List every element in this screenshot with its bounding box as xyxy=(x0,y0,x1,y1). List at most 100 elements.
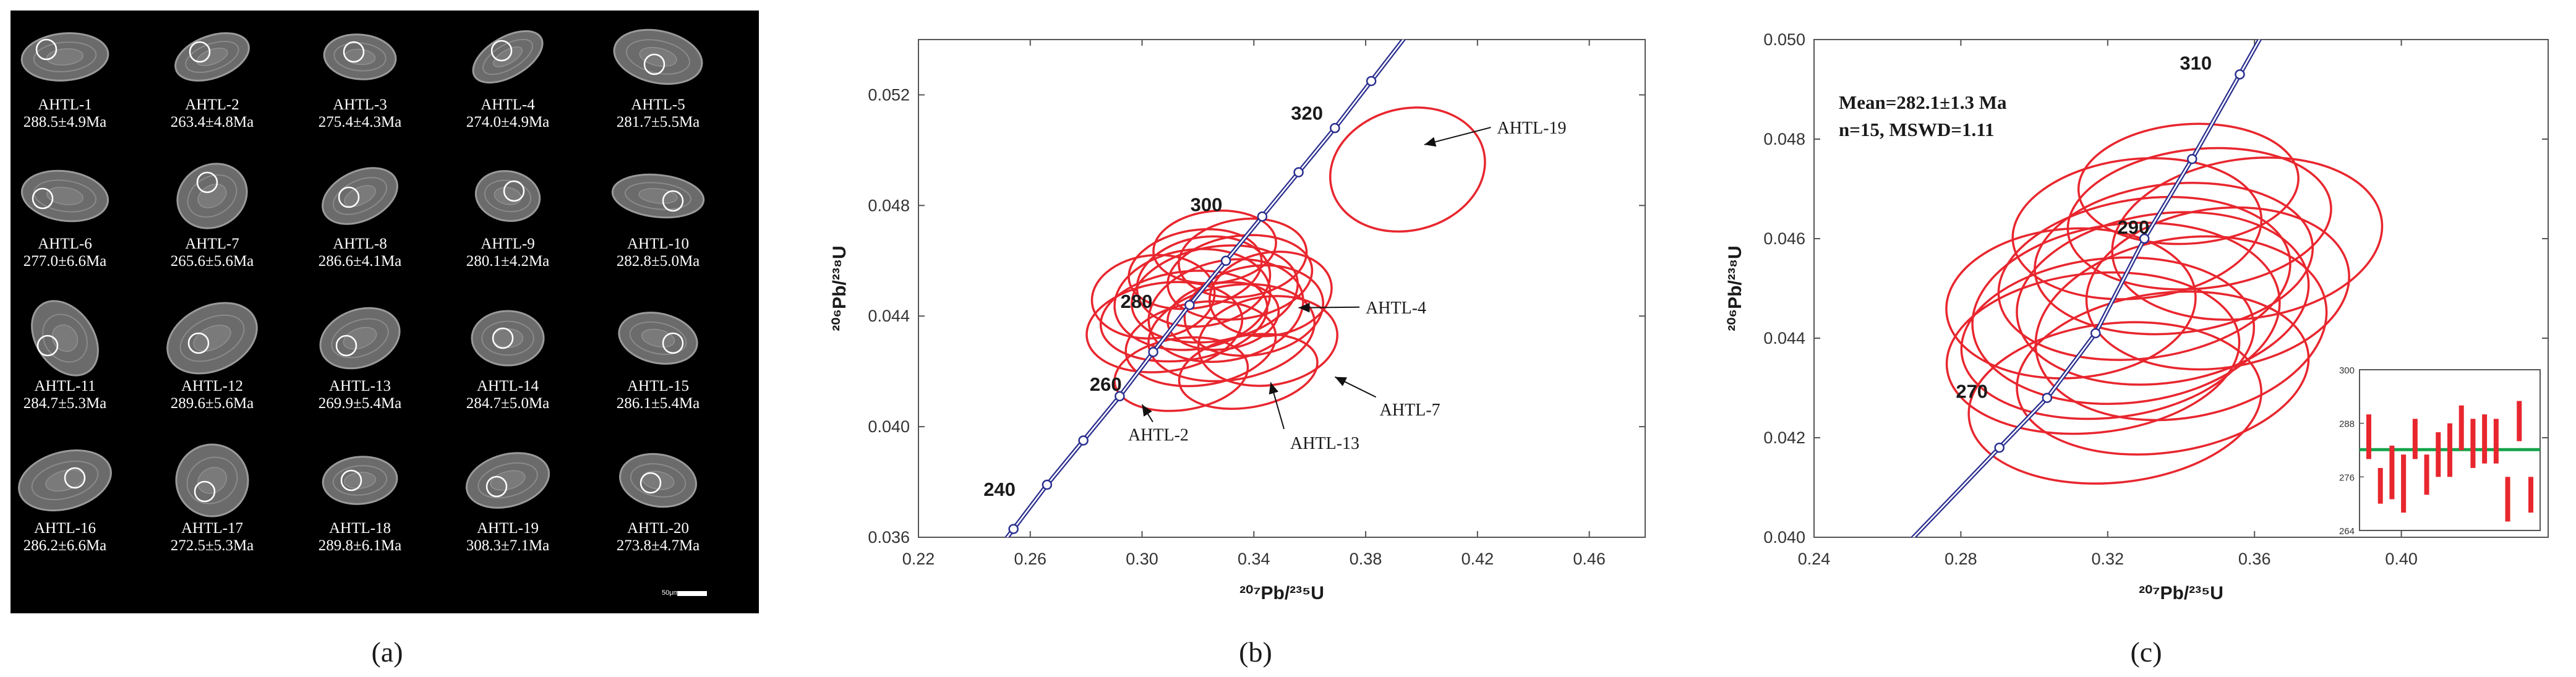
grain-age-label: 308.3±7.1Ma xyxy=(466,537,550,554)
concordia-age-marker xyxy=(1148,347,1158,357)
grain-age-label: 284.7±5.3Ma xyxy=(24,395,107,412)
x-axis-label: ²⁰⁷Pb/²³⁵U xyxy=(2139,583,2223,603)
zircon-zoning xyxy=(33,179,97,213)
concordia-chart-c: 0.24 0.28 0.32 0.36 0.40 0.040 0.042 0.044 0.046… xyxy=(1725,30,2549,603)
grain-id-label: AHTL-1 xyxy=(38,96,92,113)
analysis-spot-circle xyxy=(662,332,684,354)
x-tick-label: 0.30 xyxy=(1126,550,1158,568)
zircon-zoning xyxy=(179,314,245,362)
grain-id-label: AHTL-10 xyxy=(627,236,689,252)
grain-age-label: 277.0±6.6Ma xyxy=(24,253,107,270)
scale-bar xyxy=(677,591,707,596)
analysis-spot-circle xyxy=(643,53,665,75)
grain-age-label: 272.5±5.3Ma xyxy=(171,537,254,554)
inset-error-bar xyxy=(2377,467,2383,504)
analysis-spot-circle xyxy=(343,41,365,63)
grain-age-label: 280.1±4.2Ma xyxy=(466,253,550,270)
weighted-mean-inset: 300 288 276 264 xyxy=(2339,365,2541,537)
inset-y-tick-label: 288 xyxy=(2339,419,2355,430)
zircon-zoning xyxy=(31,461,99,500)
grain-age-label: 282.8±5.0Ma xyxy=(617,253,700,270)
scale-bar-label: 50μm xyxy=(662,589,679,597)
y-axis-label: ²⁰⁶Pb/²³⁸U xyxy=(829,245,850,331)
concordia-age-marker xyxy=(1042,479,1053,490)
analysis-spot-circle xyxy=(662,190,684,212)
zircon-zoning xyxy=(187,174,237,218)
annotation-arrow xyxy=(1141,404,1153,422)
analysis-spot-circle xyxy=(490,40,513,62)
analysis-spot-circle xyxy=(36,334,59,357)
y-tick-label: 0.044 xyxy=(1763,329,1805,347)
x-tick-label: 0.46 xyxy=(1573,550,1606,568)
concordia-age-label: 300 xyxy=(1191,194,1223,215)
plot-area xyxy=(1910,40,2384,537)
error-ellipse xyxy=(1183,264,1325,357)
concordia-age-label: 320 xyxy=(1291,103,1323,124)
concordia-age-marker xyxy=(2235,69,2245,80)
grain-age-label: 281.7±5.5Ma xyxy=(617,114,700,130)
grain-id-label: AHTL-17 xyxy=(181,520,243,537)
grain-age-label: 286.2±6.6Ma xyxy=(24,537,107,554)
zircon-zoning xyxy=(42,313,88,363)
zircon-zoning xyxy=(333,42,387,72)
zircon-zoning xyxy=(624,182,692,210)
y-tick-label: 0.052 xyxy=(868,85,910,104)
concordia-age-label: 270 xyxy=(1956,381,1988,402)
y-axis-label: ²⁰⁶Pb/²³⁸U xyxy=(1725,245,1745,331)
error-ellipse xyxy=(1960,256,2256,420)
panel-c-label: (c) xyxy=(2130,636,2162,668)
zircon-zoning xyxy=(481,320,534,356)
analysis-spot-circle xyxy=(35,38,58,61)
grain-id-label: AHTL-13 xyxy=(329,378,391,394)
analysis-spot-circle xyxy=(503,180,525,202)
inset-error-bar xyxy=(2436,432,2441,477)
panel-a-label: (a) xyxy=(371,636,403,668)
zircon-zoning xyxy=(33,41,97,72)
x-tick-label: 0.22 xyxy=(902,550,935,568)
inset-error-bar xyxy=(2447,423,2452,477)
concordia-age-label: 240 xyxy=(983,479,1016,500)
error-ellipse xyxy=(1945,227,2197,380)
error-ellipse xyxy=(1971,221,2281,405)
y-tick-label: 0.048 xyxy=(868,196,910,215)
concordia-age-label: 260 xyxy=(1090,373,1122,395)
analysis-spot-circle xyxy=(189,41,211,63)
concordia-age-marker xyxy=(1115,391,1125,402)
inset-y-tick-label: 276 xyxy=(2339,472,2355,483)
analysis-spot-circle xyxy=(492,327,514,349)
annotation-label: AHTL-13 xyxy=(1290,434,1359,453)
inset-error-bar xyxy=(2505,477,2510,522)
annotation-label: AHTL-19 xyxy=(1497,119,1566,138)
inset-error-bar xyxy=(2458,405,2464,450)
error-ellipse xyxy=(1178,217,1308,299)
zircon-zoning xyxy=(630,463,687,498)
x-tick-label: 0.26 xyxy=(1014,550,1046,568)
x-tick-label: 0.38 xyxy=(1350,550,1382,568)
grain-id-label: AHTL-7 xyxy=(185,236,239,252)
concordia-age-marker xyxy=(1008,524,1019,534)
error-ellipse xyxy=(2085,206,2350,371)
grain-id-label: AHTL-9 xyxy=(481,236,534,252)
y-tick-label: 0.042 xyxy=(1763,428,1805,447)
concordia-age-marker xyxy=(1994,442,2005,453)
x-tick-label: 0.34 xyxy=(1238,550,1270,568)
concordia-age-marker xyxy=(2139,233,2150,244)
annotation-label: AHTL-7 xyxy=(1380,401,1440,420)
error-ellipse xyxy=(2077,122,2300,245)
concordia-age-marker xyxy=(2090,328,2101,339)
